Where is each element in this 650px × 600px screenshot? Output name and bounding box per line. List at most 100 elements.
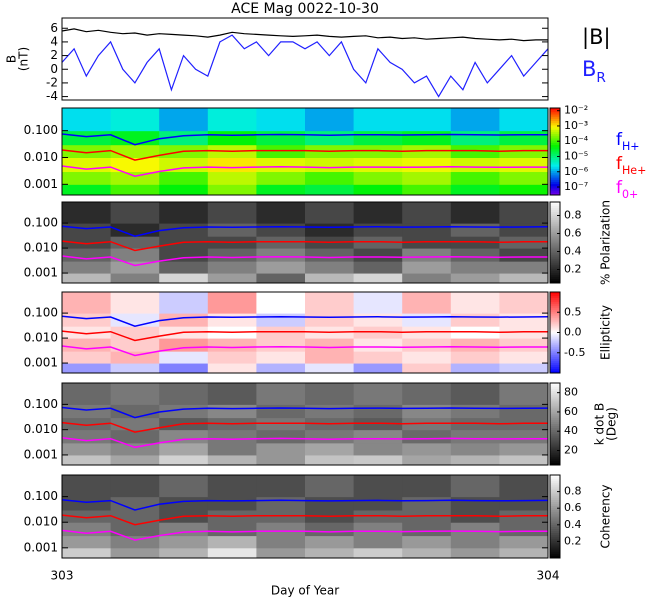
heatmap-cell [159,248,209,262]
heatmap-cell [159,363,209,374]
heatmap-cell [499,547,549,559]
colorbar-step [550,424,560,427]
colorbar-step [550,234,560,237]
heatmap-cell [353,522,403,537]
heatmap-cell [256,475,306,498]
legend-label: f0+ [616,178,638,201]
heatmap-cell [305,202,355,224]
colorbar-step [550,531,560,534]
heatmap-cell [256,522,306,537]
colorbar-step [550,254,560,258]
colorbar-step [550,206,560,209]
heatmap-cell [159,454,209,466]
colorbar-step [550,330,560,333]
colorbar-step [550,415,560,419]
colorbar-step [550,332,560,336]
heatmap-cell [207,171,257,185]
colorbar-step [550,151,560,155]
y-tick-label: 0.001 [24,540,58,554]
heatmap-cell [353,292,403,314]
y-tick-label: 0.001 [24,356,58,370]
heatmap-cell [159,202,209,224]
colorbar-step [550,118,560,122]
heatmap-cell [450,535,500,549]
heatmap-cell [159,108,209,132]
heatmap-cell [305,338,355,352]
colorbar-tick-label: 0.8 [564,209,582,222]
frequency-line [62,315,548,327]
heatmap-cell [110,522,160,537]
heatmap-cell [159,429,209,444]
colorbar-step [550,356,560,360]
heatmap-cell [499,292,549,314]
colorbar-step [550,134,560,137]
colorbar-step [550,497,560,501]
heatmap-cell [159,535,209,549]
y-tick-label: 0.010 [24,422,58,436]
y-axis-label: (nT) [17,47,31,71]
colorbar-step [550,258,560,262]
colorbar-step [550,230,560,233]
heatmap-cell [62,292,112,314]
panel-frame [61,474,549,559]
colorbar-step [550,326,560,329]
colorbar-step [550,186,560,189]
heatmap-cell [256,363,306,374]
frequency-line [62,345,548,357]
colorbar-step [550,142,560,146]
heatmap-cell [62,417,112,431]
colorbar-step [550,444,560,448]
y-tick-label: 0.001 [24,447,58,461]
colorbar-tick-label: 10⁻⁶ [564,165,589,178]
colorbar-step [550,138,560,142]
heatmap-cell [353,313,403,327]
heatmap-cell [402,202,452,224]
colorbar-step [550,129,560,133]
heatmap-cell [305,171,355,185]
colorbar-step [550,430,560,433]
colorbar-step [550,366,560,370]
colorbar-step [550,514,560,517]
heatmap-cell [499,363,549,374]
colorbar-step [550,226,560,229]
heatmap-cell [402,496,452,511]
heatmap-cell [450,292,500,314]
heatmap-cell [450,429,500,444]
colorbar-step [550,436,560,439]
colorbar-step [550,462,560,466]
heatmap-cell [353,496,403,511]
heatmap-cell [110,157,160,173]
heatmap-cell [402,292,452,314]
heatmap-cell [305,535,355,549]
colorbar-step [550,454,560,458]
heatmap-cell [353,130,403,146]
heatmap-cell [62,273,112,284]
colorbar-step [550,147,560,150]
colorbar-step [550,526,560,530]
heatmap-cell [159,223,209,237]
series-line [62,34,548,98]
y-tick-label: 0.001 [24,266,58,280]
heatmap-cell [499,261,549,274]
heatmap-cell [402,535,452,549]
heatmap-cell [499,248,549,262]
colorbar-step [550,153,560,157]
colorbar-step [550,504,560,507]
y-tick-label: 0 [50,62,58,76]
heatmap-cell [159,383,209,405]
y-tick-label: 0.010 [24,241,58,255]
colorbar-step [550,318,560,321]
heatmap-cell [450,157,500,173]
colorbar-step [550,140,560,144]
heatmap-cell [62,454,112,466]
colorbar-step [550,528,560,532]
heatmap-cell [110,383,160,405]
y-tick-label: 0.010 [24,150,58,164]
y-tick-label: 0.010 [24,515,58,529]
heatmap-cell [256,429,306,444]
colorbar-step [550,166,560,170]
heatmap-cell [110,363,160,374]
colorbar-step [550,192,560,196]
heatmap-cell [207,475,257,498]
heatmap-cell [110,171,160,185]
